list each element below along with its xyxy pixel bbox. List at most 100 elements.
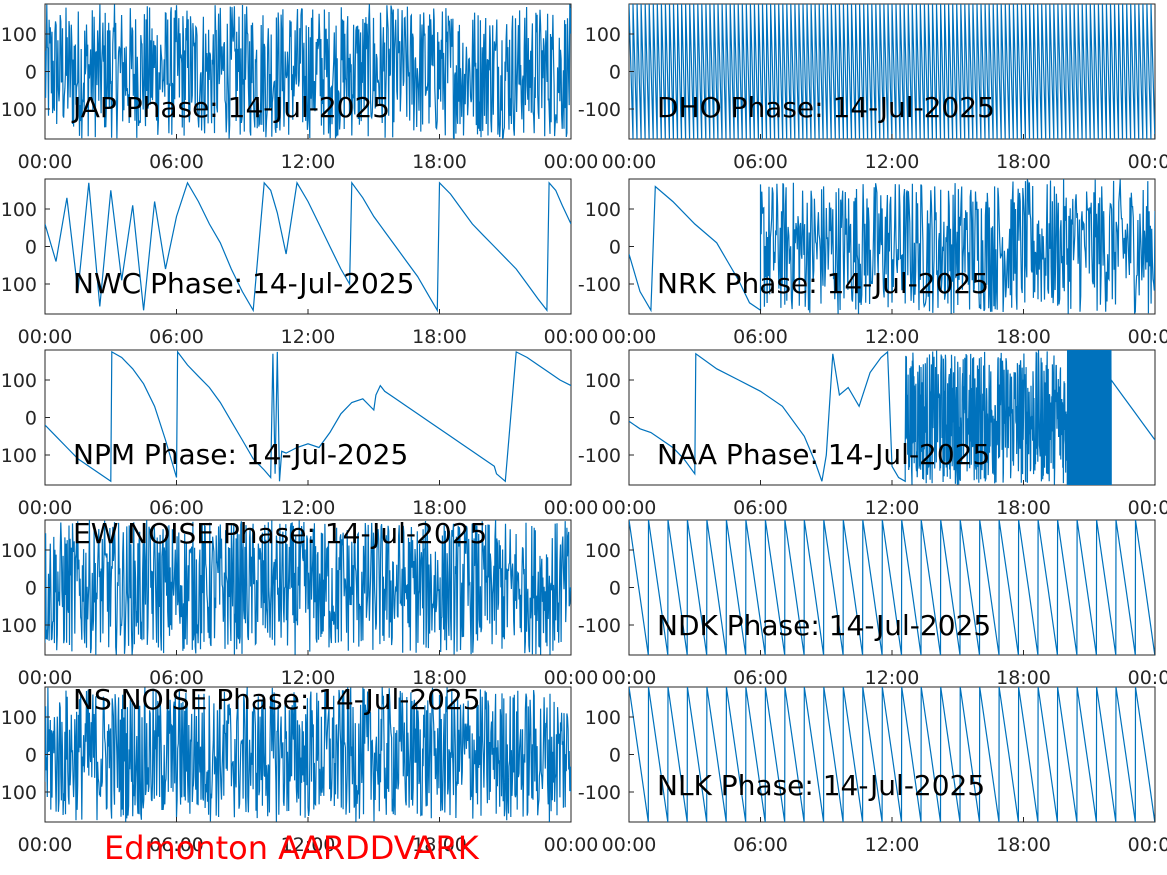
x-tick-label: 12:00 xyxy=(865,326,920,348)
y-tick-label: 100 xyxy=(1,99,37,121)
x-tick-label: 18:00 xyxy=(412,834,467,856)
y-tick-label: 0 xyxy=(609,408,621,430)
figure-caption: Edmonton AARDDVARK xyxy=(104,829,480,867)
series-line xyxy=(629,687,1155,822)
x-tick-label: 12:00 xyxy=(865,151,920,173)
x-tick-label: 00:00 xyxy=(544,834,599,856)
panel-title: NAA Phase: 14-Jul-2025 xyxy=(657,438,990,471)
panel-title: NLK Phase: 14-Jul-2025 xyxy=(657,769,985,802)
x-tick-label: 00:00 xyxy=(602,497,657,519)
series-line xyxy=(629,179,1155,314)
y-tick-label: -100 xyxy=(578,782,621,804)
x-tick-label: 06:00 xyxy=(149,326,204,348)
x-tick-label: 18:00 xyxy=(996,151,1051,173)
x-tick-label: 18:00 xyxy=(996,497,1051,519)
series-line xyxy=(45,520,571,655)
y-tick-label: 0 xyxy=(25,745,37,767)
x-tick-label: 18:00 xyxy=(412,326,467,348)
panel-title: NRK Phase: 14-Jul-2025 xyxy=(657,267,989,300)
y-tick-label: -100 xyxy=(578,274,621,296)
x-tick-label: 00:00 xyxy=(1128,151,1167,173)
x-tick-label: 00:00 xyxy=(602,834,657,856)
panel-6: 100 0 100 00:00 06:00 12:00 18:00 00:00 EW NOISE… xyxy=(1,517,599,689)
y-tick-label: 0 xyxy=(25,408,37,430)
x-tick-label: 18:00 xyxy=(996,326,1051,348)
x-tick-label: 06:00 xyxy=(149,497,204,519)
x-tick-label: 06:00 xyxy=(733,151,788,173)
x-tick-label: 00:00 xyxy=(1128,497,1167,519)
x-tick-label: 18:00 xyxy=(412,151,467,173)
y-tick-label: -100 xyxy=(578,445,621,467)
x-tick-label: 12:00 xyxy=(865,497,920,519)
panel-1: 100 0 -100 00:00 06:00 12:00 18:00 00:00 DHO Pha… xyxy=(578,3,1167,173)
panel-8: 100 0 100 00:00 06:00 12:00 18:00 00:00 NS NOISE… xyxy=(1,683,599,856)
x-tick-label: 12:00 xyxy=(865,834,920,856)
x-tick-label: 00:00 xyxy=(18,834,73,856)
x-tick-label: 06:00 xyxy=(733,497,788,519)
y-tick-label: 100 xyxy=(585,370,621,392)
panels-group: 100 0 100 00:00 06:00 12:00 18:00 00:00 JAP Phas… xyxy=(1,3,1167,856)
x-tick-label: 00:00 xyxy=(544,667,599,689)
y-tick-label: 100 xyxy=(1,445,37,467)
x-tick-label: 00:00 xyxy=(1128,326,1167,348)
y-tick-label: 100 xyxy=(1,199,37,221)
panel-title: NPM Phase: 14-Jul-2025 xyxy=(73,438,408,471)
y-tick-label: 100 xyxy=(585,24,621,46)
x-tick-label: 18:00 xyxy=(996,834,1051,856)
panel-2: 100 0 100 00:00 06:00 12:00 18:00 00:00 NWC Phas… xyxy=(1,178,599,348)
y-tick-label: 0 xyxy=(609,62,621,84)
y-tick-label: 100 xyxy=(585,540,621,562)
y-tick-label: 0 xyxy=(25,237,37,259)
x-tick-label: 00:00 xyxy=(18,667,73,689)
panel-title: DHO Phase: 14-Jul-2025 xyxy=(657,91,995,124)
x-tick-label: 00:00 xyxy=(18,497,73,519)
y-tick-label: -100 xyxy=(578,99,621,121)
y-tick-label: 100 xyxy=(1,370,37,392)
x-tick-label: 00:00 xyxy=(602,667,657,689)
x-tick-label: 00:00 xyxy=(544,497,599,519)
y-tick-label: 0 xyxy=(25,578,37,600)
y-tick-label: 100 xyxy=(1,24,37,46)
panel-title: NDK Phase: 14-Jul-2025 xyxy=(657,609,991,642)
x-tick-label: 00:00 xyxy=(18,326,73,348)
x-tick-label: 00:00 xyxy=(1128,667,1167,689)
x-tick-label: 18:00 xyxy=(412,667,467,689)
y-tick-label: 100 xyxy=(585,199,621,221)
series-line xyxy=(45,4,571,139)
panel-title: JAP Phase: 14-Jul-2025 xyxy=(71,91,390,124)
x-tick-label: 12:00 xyxy=(281,151,336,173)
y-tick-label: 100 xyxy=(1,540,37,562)
x-tick-label: 06:00 xyxy=(149,151,204,173)
y-tick-label: 0 xyxy=(25,62,37,84)
y-tick-label: -100 xyxy=(578,615,621,637)
x-tick-label: 00:00 xyxy=(18,151,73,173)
x-tick-label: 06:00 xyxy=(733,326,788,348)
x-tick-label: 06:00 xyxy=(149,667,204,689)
x-tick-label: 00:00 xyxy=(602,326,657,348)
x-tick-label: 18:00 xyxy=(412,497,467,519)
panel-title: NS NOISE Phase: 14-Jul-2025 xyxy=(73,683,481,716)
y-tick-label: 100 xyxy=(1,707,37,729)
y-tick-label: 0 xyxy=(609,745,621,767)
series-line xyxy=(629,4,1155,139)
panel-0: 100 0 100 00:00 06:00 12:00 18:00 00:00 JAP Phas… xyxy=(1,3,598,173)
y-tick-label: 0 xyxy=(609,237,621,259)
x-tick-label: 12:00 xyxy=(281,497,336,519)
y-tick-label: 100 xyxy=(1,615,37,637)
panel-title: EW NOISE Phase: 14-Jul-2025 xyxy=(73,517,487,550)
y-tick-label: 100 xyxy=(1,274,37,296)
x-tick-label: 00:00 xyxy=(602,151,657,173)
x-tick-label: 00:00 xyxy=(1128,834,1167,856)
y-tick-label: 0 xyxy=(609,578,621,600)
x-tick-label: 00:00 xyxy=(544,326,599,348)
series-line xyxy=(45,350,571,483)
panel-9: 100 0 -100 00:00 06:00 12:00 18:00 00:00 NLK Pha… xyxy=(578,686,1167,856)
series-line xyxy=(629,520,1155,655)
y-tick-label: 100 xyxy=(585,707,621,729)
series-line xyxy=(45,687,571,822)
x-tick-label: 12:00 xyxy=(281,326,336,348)
x-tick-label: 06:00 xyxy=(733,834,788,856)
series-line xyxy=(45,181,571,313)
x-tick-label: 06:00 xyxy=(149,834,204,856)
